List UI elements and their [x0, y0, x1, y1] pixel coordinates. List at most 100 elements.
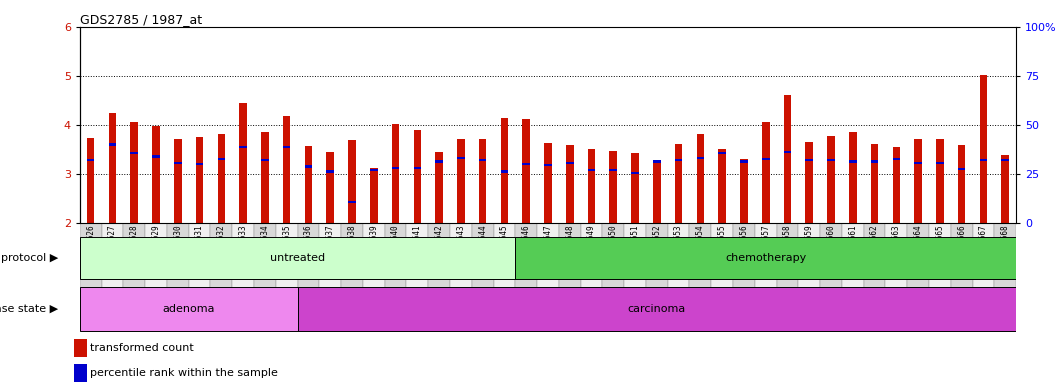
Bar	[74, 364, 87, 382]
Bar	[559, 223, 581, 292]
Bar	[471, 223, 494, 292]
Bar	[893, 158, 900, 160]
Bar	[500, 170, 509, 172]
Bar	[958, 168, 965, 170]
Text: GSM180665: GSM180665	[935, 225, 945, 266]
Text: GSM180631: GSM180631	[195, 225, 204, 266]
Bar	[798, 223, 820, 292]
Text: GSM180655: GSM180655	[717, 225, 727, 266]
Text: GSM180642: GSM180642	[434, 225, 444, 266]
Text: GSM180654: GSM180654	[696, 225, 704, 266]
Bar	[827, 159, 835, 161]
Text: GSM180667: GSM180667	[979, 225, 988, 266]
Bar	[232, 223, 254, 292]
Bar	[304, 165, 312, 168]
Bar	[653, 160, 661, 163]
Bar	[849, 160, 857, 163]
Bar	[784, 96, 792, 223]
Bar	[304, 146, 312, 223]
Bar	[805, 142, 813, 223]
Bar	[131, 152, 138, 154]
Bar	[566, 146, 573, 223]
Bar	[494, 223, 515, 292]
Bar	[914, 162, 921, 164]
Text: GSM180658: GSM180658	[783, 225, 792, 266]
Text: GSM180641: GSM180641	[413, 225, 421, 266]
Bar	[587, 169, 596, 171]
Bar	[980, 75, 987, 223]
Bar	[581, 223, 602, 292]
Bar	[610, 169, 617, 171]
Text: GSM180664: GSM180664	[914, 225, 922, 266]
Bar	[435, 160, 443, 163]
Bar	[239, 103, 247, 223]
Text: untreated: untreated	[270, 253, 326, 263]
Bar	[261, 159, 269, 161]
Bar	[741, 160, 748, 163]
Text: GSM180639: GSM180639	[369, 225, 379, 266]
Text: GSM180635: GSM180635	[282, 225, 292, 266]
Bar	[784, 151, 792, 153]
Text: protocol ▶: protocol ▶	[1, 253, 59, 263]
Bar	[174, 139, 182, 223]
Text: GSM180629: GSM180629	[151, 225, 161, 266]
Bar	[893, 147, 900, 223]
Text: GSM180627: GSM180627	[107, 225, 117, 266]
Text: GSM180637: GSM180637	[326, 225, 335, 266]
Bar	[1001, 155, 1009, 223]
Text: GSM180634: GSM180634	[261, 225, 269, 266]
Bar	[217, 158, 226, 160]
Bar	[718, 152, 726, 154]
Text: GSM180644: GSM180644	[478, 225, 487, 266]
Bar	[145, 223, 167, 292]
Bar	[733, 223, 754, 292]
Bar	[951, 223, 972, 292]
Bar	[217, 134, 226, 223]
Bar	[870, 160, 879, 163]
Bar	[392, 167, 399, 169]
Bar	[370, 168, 378, 223]
Text: GSM180653: GSM180653	[675, 225, 683, 266]
Bar	[479, 139, 486, 223]
Text: GSM180628: GSM180628	[130, 225, 138, 266]
Bar	[283, 146, 290, 148]
Text: transformed count: transformed count	[90, 343, 195, 353]
Bar	[1001, 159, 1009, 161]
Text: disease state ▶: disease state ▶	[0, 304, 59, 314]
Text: GSM180640: GSM180640	[392, 225, 400, 266]
Text: carcinoma: carcinoma	[628, 304, 686, 314]
Bar	[842, 223, 864, 292]
Text: GSM180656: GSM180656	[739, 225, 748, 266]
Bar	[537, 223, 559, 292]
Bar	[298, 287, 1016, 331]
Bar	[653, 163, 661, 223]
Bar	[327, 170, 334, 172]
Bar	[754, 223, 777, 292]
Text: GSM180636: GSM180636	[304, 225, 313, 266]
Bar	[261, 132, 269, 223]
Bar	[849, 132, 857, 223]
Bar	[327, 152, 334, 223]
Bar	[668, 223, 689, 292]
Text: GSM180660: GSM180660	[827, 225, 835, 266]
Bar	[689, 223, 711, 292]
Bar	[675, 159, 682, 161]
Bar	[500, 118, 509, 223]
Bar	[109, 143, 116, 146]
Text: GSM180657: GSM180657	[761, 225, 770, 266]
Bar	[319, 223, 342, 292]
Text: GSM180643: GSM180643	[456, 225, 465, 266]
Bar	[283, 116, 290, 223]
Bar	[972, 223, 995, 292]
Text: GSM180662: GSM180662	[870, 225, 879, 266]
Bar	[370, 169, 378, 171]
Bar	[914, 139, 921, 223]
Bar	[392, 124, 399, 223]
Bar	[406, 223, 428, 292]
Text: GSM180630: GSM180630	[173, 225, 182, 266]
Bar	[428, 223, 450, 292]
Bar	[196, 137, 203, 223]
Bar	[211, 223, 232, 292]
Bar	[936, 139, 944, 223]
Bar	[610, 151, 617, 223]
